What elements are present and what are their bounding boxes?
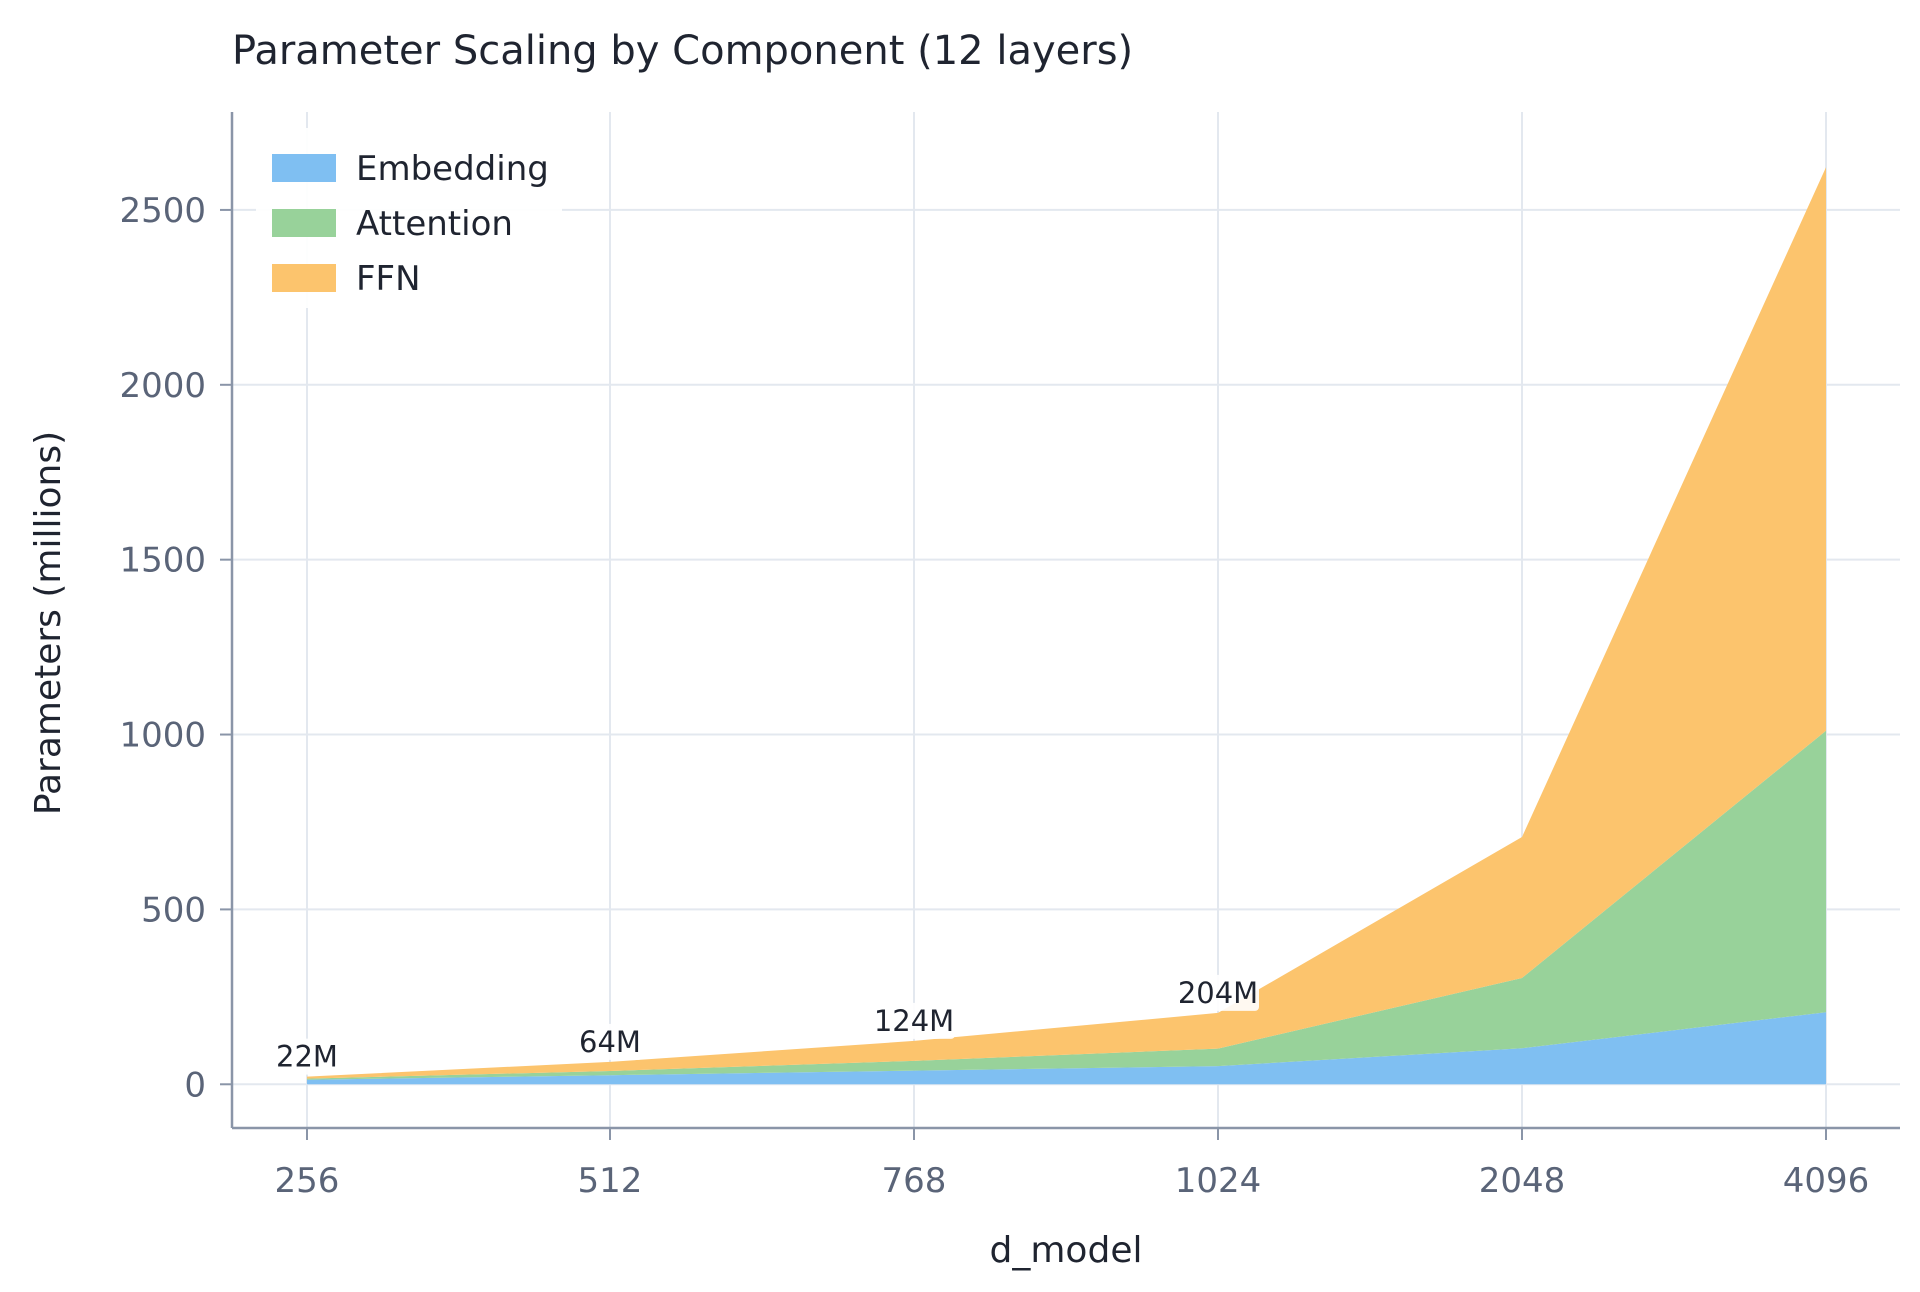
total-label-bg bbox=[274, 1038, 340, 1075]
y-tick-label: 2000 bbox=[119, 366, 206, 406]
area-series bbox=[307, 167, 1826, 1085]
x-axis-label: d_model bbox=[990, 1230, 1143, 1271]
legend-label: Embedding bbox=[356, 149, 549, 189]
legend-swatch-embedding bbox=[272, 154, 336, 182]
total-label-bg bbox=[1177, 974, 1259, 1011]
y-tick-label: 1500 bbox=[119, 541, 206, 581]
total-label-bg bbox=[873, 1002, 955, 1039]
axes: 0 500 1000 1500 2000 2500 256 512 768 1024 2048 409… bbox=[119, 112, 1900, 1201]
x-tick-label: 4096 bbox=[1783, 1161, 1870, 1201]
x-tick-label: 2048 bbox=[1479, 1161, 1566, 1201]
legend: Embedding Attention FFN bbox=[256, 128, 562, 308]
legend-label: Attention bbox=[356, 204, 513, 244]
x-tick-label: 1024 bbox=[1175, 1161, 1262, 1201]
total-label: 22M bbox=[276, 1040, 338, 1074]
legend-swatch-ffn bbox=[272, 264, 336, 292]
legend-swatch-attention bbox=[272, 209, 336, 237]
y-tick-label: 500 bbox=[141, 890, 206, 930]
chart-title: Parameter Scaling by Component (12 layer… bbox=[232, 28, 1133, 74]
total-label: 204M bbox=[1178, 976, 1258, 1010]
total-label: 64M bbox=[579, 1025, 641, 1059]
y-tick-label: 0 bbox=[184, 1065, 206, 1105]
area-embedding bbox=[307, 1012, 1826, 1085]
total-labels: 22M 64M 124M 204M bbox=[274, 974, 1259, 1075]
legend-label: FFN bbox=[356, 259, 421, 299]
y-axis-label: Parameters (millions) bbox=[28, 431, 69, 815]
x-tick-label: 512 bbox=[578, 1161, 643, 1201]
total-label-bg bbox=[577, 1023, 643, 1060]
x-tick-label: 256 bbox=[275, 1161, 340, 1201]
y-tick-label: 2500 bbox=[119, 191, 206, 231]
y-tick-label: 1000 bbox=[119, 716, 206, 756]
total-label: 124M bbox=[874, 1004, 954, 1038]
x-tick-label: 768 bbox=[882, 1161, 947, 1201]
